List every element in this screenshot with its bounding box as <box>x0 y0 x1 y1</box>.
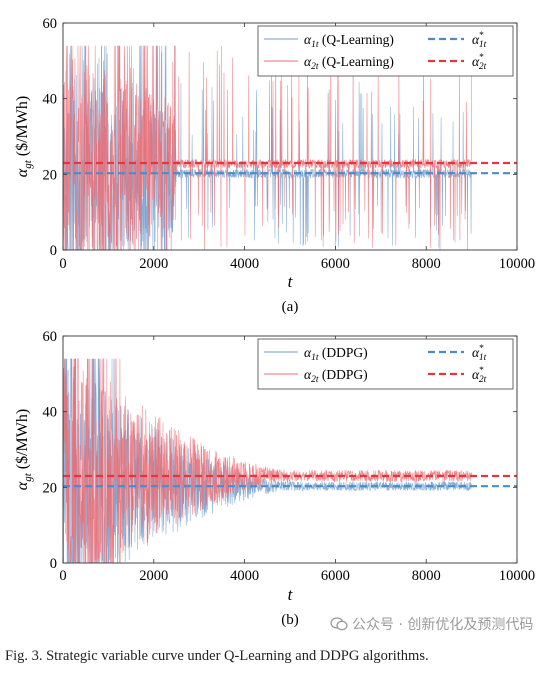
x-tick-label: 2000 <box>139 256 168 272</box>
legend-entry-label: α* 1t <box>472 31 487 50</box>
x-tick-label: 6000 <box>321 256 350 272</box>
wechat-icon <box>330 617 348 631</box>
chart-panel-b: 0 2000 4000 6000 8000 10000 0 20 40 60 t αgt ($/MWh… <box>14 329 535 628</box>
panel-label: (a) <box>282 299 299 315</box>
y-tick-label: 0 <box>50 556 57 572</box>
series-line-alpha2 <box>63 45 472 250</box>
x-tick-label: 10000 <box>499 568 535 584</box>
legend-entry-label: α1t (DDPG) <box>304 345 368 363</box>
legend-entry-label: α* 2t <box>472 53 487 72</box>
panel-label: (b) <box>281 612 299 628</box>
legend-box <box>257 25 514 77</box>
y-tick-label: 40 <box>43 405 58 421</box>
x-tick-label: 0 <box>59 256 66 272</box>
y-tick-label: 60 <box>43 329 58 345</box>
y-axis-label: αgt ($/MWh) <box>14 96 34 177</box>
x-axis-label: t <box>288 272 294 291</box>
y-axis-label: αgt ($/MWh) <box>14 409 34 490</box>
series-line-alpha2 <box>63 358 472 563</box>
x-tick-label: 8000 <box>412 568 441 584</box>
y-tick-label: 0 <box>50 243 57 259</box>
legend: α1t (DDPG) α2t (DDPG) α* 1t α* 2t <box>257 338 514 390</box>
watermark-text: 公众号 · 创新优化及预测代码 <box>352 617 534 633</box>
x-tick-label: 8000 <box>412 256 441 272</box>
x-axis-label: t <box>288 585 294 604</box>
watermark: 公众号 · 创新优化及预测代码 <box>330 614 533 634</box>
plot-area <box>63 45 517 250</box>
x-tick-label: 2000 <box>139 568 168 584</box>
plot-area <box>63 358 517 563</box>
legend-box <box>257 338 514 390</box>
legend-entry-label: α2t (Q-Learning) <box>304 54 394 72</box>
axes-frame <box>62 335 518 564</box>
x-tick-label: 4000 <box>230 568 259 584</box>
chart-panel-a: 0 2000 4000 6000 8000 10000 0 20 40 60 t αgt ($/MWh… <box>14 16 535 315</box>
legend: α1t (Q-Learning) α2t (Q-Learning) α* 1t α* 2t <box>257 25 514 77</box>
x-tick-label: 4000 <box>230 256 259 272</box>
legend-entry-label: α* 2t <box>472 366 487 385</box>
x-tick-label: 10000 <box>499 256 535 272</box>
legend-entry-label: α* 1t <box>472 344 487 363</box>
y-tick-label: 60 <box>43 16 58 32</box>
figure-caption: Fig. 3. Strategic variable curve under Q… <box>5 648 429 664</box>
y-tick-label: 40 <box>43 92 58 108</box>
y-tick-label: 20 <box>43 167 58 183</box>
legend-entry-label: α1t (Q-Learning) <box>304 32 394 50</box>
x-tick-label: 0 <box>59 568 66 584</box>
legend-entry-label: α2t (DDPG) <box>304 367 368 385</box>
axes-frame <box>62 22 518 251</box>
y-tick-label: 20 <box>43 480 58 496</box>
x-tick-label: 6000 <box>321 568 350 584</box>
